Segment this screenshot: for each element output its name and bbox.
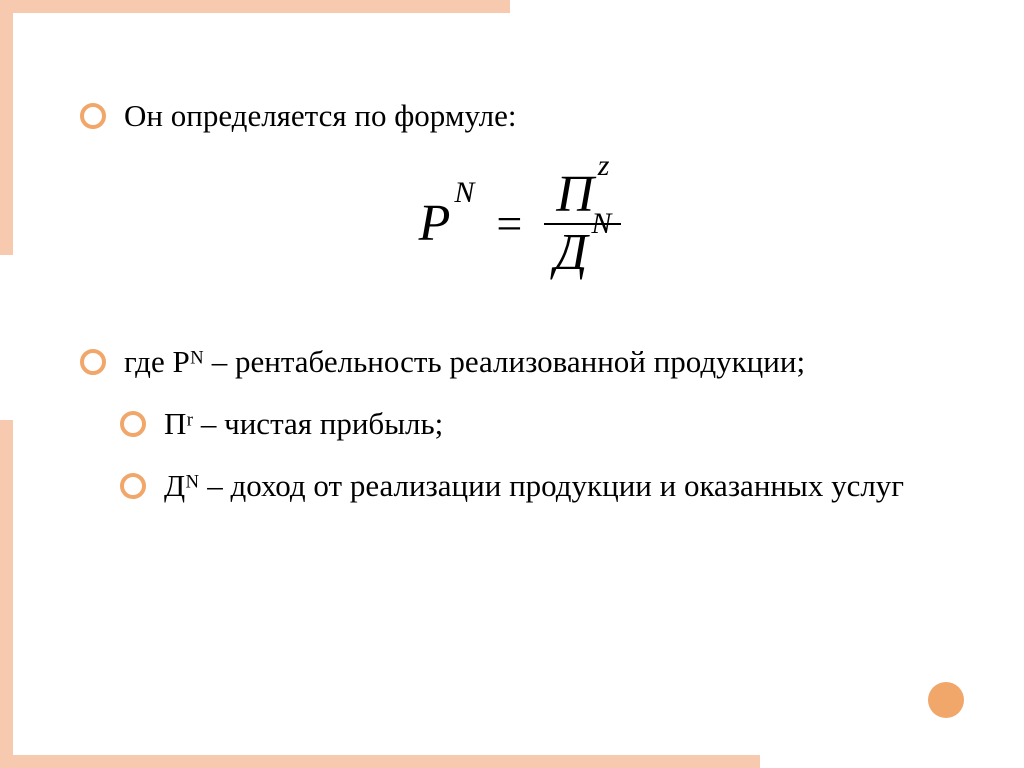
formula-block: Р N = П z Д N xyxy=(80,167,960,281)
slide: Он определяется по формуле: Р N = П z Д xyxy=(0,0,1024,768)
den-sup: N xyxy=(591,209,611,239)
border-bottom xyxy=(0,755,760,768)
bullet-text: Пʳ – чистая прибыль; xyxy=(164,403,443,445)
bullet-text: Он определяется по формуле: xyxy=(124,95,516,137)
equals-sign: = xyxy=(496,197,522,250)
accent-circle-icon xyxy=(928,682,964,718)
ring-bullet-icon xyxy=(120,473,146,499)
ring-bullet-icon xyxy=(120,411,146,437)
formula-lhs: Р N xyxy=(419,194,475,253)
denominator: Д N xyxy=(544,225,621,281)
lhs-sup: N xyxy=(454,176,474,210)
den-base: Д xyxy=(554,227,587,279)
bullet-item-1: Он определяется по формуле: xyxy=(80,95,960,137)
bullet-item-2: где Рᴺ – рентабельность реализованной пр… xyxy=(80,341,960,383)
ring-bullet-icon xyxy=(80,349,106,375)
bullet-text: Дᴺ – доход от реализации продукции и ока… xyxy=(164,465,904,507)
num-sup: z xyxy=(598,151,610,181)
border-left-upper xyxy=(0,0,13,255)
bullet-text: где Рᴺ – рентабельность реализованной пр… xyxy=(124,341,805,383)
ring-bullet-icon xyxy=(80,103,106,129)
border-left-lower xyxy=(0,420,13,768)
formula: Р N = П z Д N xyxy=(419,167,622,281)
lhs-base: Р xyxy=(419,194,451,253)
num-base: П xyxy=(556,169,594,221)
fraction: П z Д N xyxy=(544,167,621,281)
bullet-item-4: Дᴺ – доход от реализации продукции и ока… xyxy=(80,465,960,507)
border-top xyxy=(0,0,510,13)
slide-content: Он определяется по формуле: Р N = П z Д xyxy=(80,95,960,526)
bullet-item-3: Пʳ – чистая прибыль; xyxy=(80,403,960,445)
